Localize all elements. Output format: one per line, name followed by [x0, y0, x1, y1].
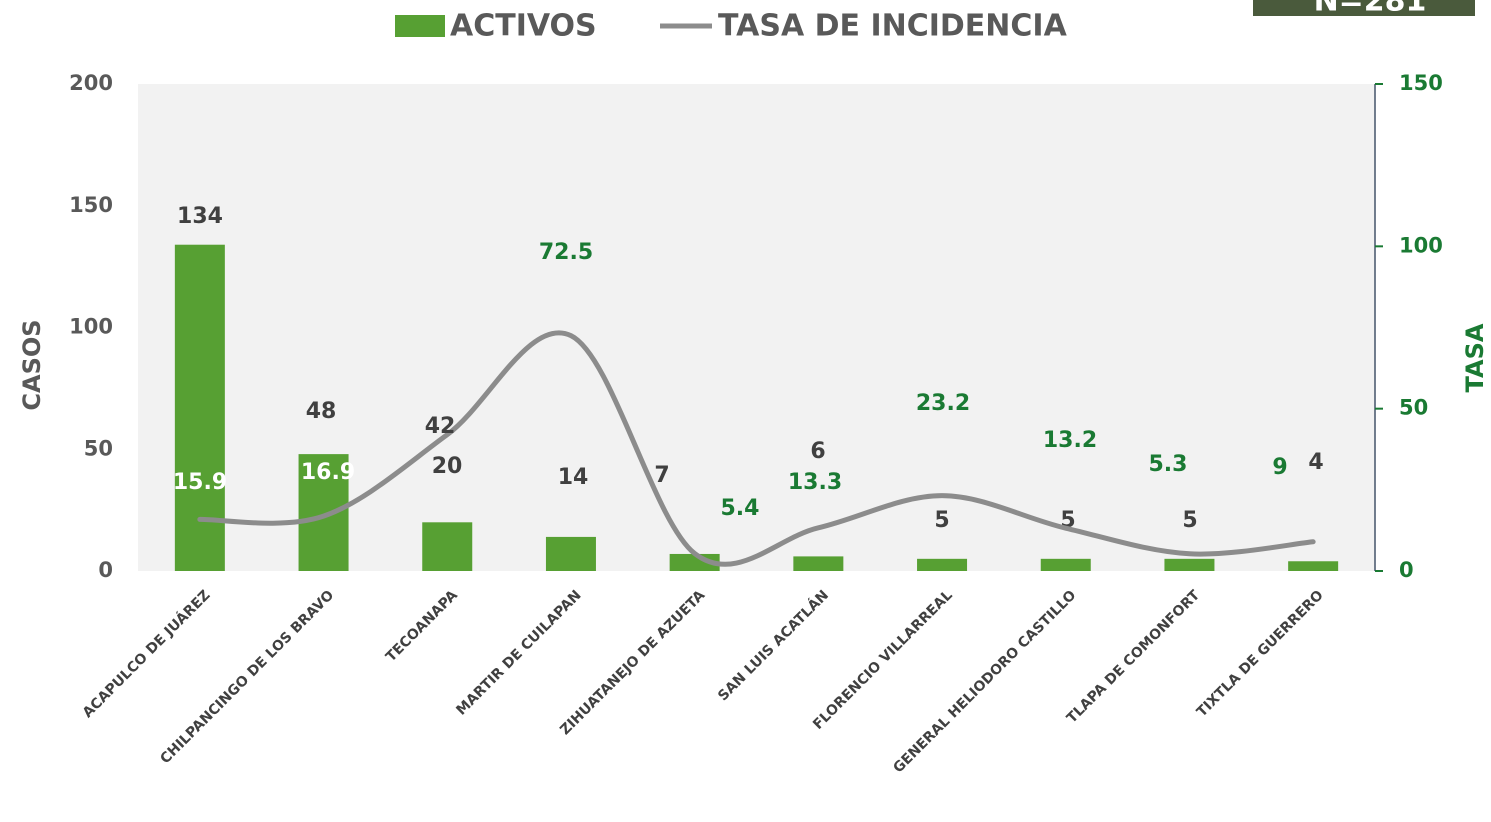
line-value-label: 5.3 [1149, 452, 1188, 477]
x-tick-label: FLORENCIO VILLARREAL [810, 587, 956, 733]
legend-label: TASA DE INCIDENCIA [718, 9, 1068, 44]
bar-value-label: 134 [177, 204, 223, 229]
line-value-label: 72.5 [539, 240, 593, 265]
x-tick-label: TLAPA DE COMONFORT [1064, 587, 1204, 727]
bar [422, 522, 473, 571]
bar [1040, 558, 1091, 571]
bar-value-label: 7 [654, 463, 669, 488]
y-tick-label: 50 [84, 436, 113, 460]
line-value-label: 13.3 [788, 470, 842, 495]
line-value-label: 42 [425, 414, 456, 439]
badge [1253, 0, 1475, 16]
line-value-label: 9 [1272, 455, 1287, 480]
bar [917, 558, 968, 571]
y2-tick-label: 150 [1399, 71, 1443, 95]
y-axis-title: CASOS [18, 319, 46, 410]
y2-tick-label: 50 [1399, 396, 1428, 420]
line-value-label: 13.2 [1043, 428, 1097, 453]
bar-value-label: 48 [306, 399, 337, 424]
bar [545, 536, 596, 571]
bar-value-label: 5 [934, 508, 949, 533]
line-value-label: 23.2 [916, 391, 970, 416]
x-tick-label: MARTIR DE CUILAPAN [453, 587, 584, 718]
y-tick-label: 0 [98, 558, 113, 582]
badge-text: N=281 [1314, 0, 1427, 19]
legend-swatch [395, 15, 445, 37]
line-value-label: 5.4 [721, 496, 760, 521]
bar [298, 454, 349, 571]
legend-label: ACTIVOS [450, 9, 597, 44]
bar-value-label: 4 [1308, 450, 1323, 475]
bar-value-label: 6 [810, 439, 825, 464]
y-tick-label: 200 [69, 71, 113, 95]
y2-tick-label: 100 [1399, 233, 1443, 257]
bar [793, 556, 844, 571]
y-tick-label: 100 [69, 315, 113, 339]
bar [174, 244, 225, 571]
line-value-label: 15.9 [173, 470, 227, 495]
y-tick-label: 150 [69, 193, 113, 217]
x-tick-label: ACAPULCO DE JUÁREZ [79, 587, 213, 721]
x-tick-label: TIXTLA DE GUERRERO [1194, 587, 1327, 720]
x-tick-label: TECOANAPA [383, 587, 461, 665]
bar [1288, 561, 1339, 571]
y2-tick-label: 0 [1399, 558, 1414, 582]
line [197, 330, 1316, 567]
bar-value-label: 14 [558, 465, 589, 490]
x-tick-label: SAN LUIS ACATLÁN [714, 587, 832, 705]
line-value-label: 16.9 [301, 460, 355, 485]
bar-value-label: 5 [1182, 508, 1197, 533]
x-tick-label: ZIHUATANEJO DE AZUETA [557, 587, 708, 738]
y2-axis-title: TASA [1461, 323, 1489, 392]
bar-value-label: 20 [432, 454, 463, 479]
bar [1164, 558, 1215, 571]
